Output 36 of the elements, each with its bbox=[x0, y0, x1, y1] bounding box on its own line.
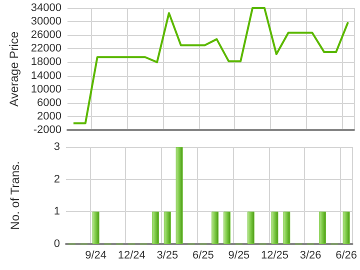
y-axis-title: Average Price bbox=[7, 31, 21, 107]
x-tick-label: 12/25 bbox=[260, 250, 289, 262]
bar bbox=[176, 147, 183, 244]
x-tick-label: 9/24 bbox=[85, 250, 107, 262]
x-tick-label: 6/25 bbox=[192, 250, 214, 262]
bar bbox=[283, 212, 290, 244]
bar bbox=[164, 212, 171, 244]
bar bbox=[152, 212, 159, 244]
x-tick-label: 3/26 bbox=[300, 250, 322, 262]
line-series bbox=[72, 7, 350, 124]
y-tick-label: 34000 bbox=[30, 2, 62, 14]
x-tick-label: 6/26 bbox=[336, 250, 358, 262]
x-tick-label: 9/25 bbox=[228, 250, 250, 262]
y-tick-label: 3 bbox=[54, 141, 60, 153]
bar bbox=[342, 212, 350, 244]
y-axis-title: No. of Trans. bbox=[8, 161, 22, 230]
y-tick-label: 10000 bbox=[30, 83, 62, 96]
y-tick-label: -2000 bbox=[33, 124, 62, 136]
y-tick-label: 6000 bbox=[37, 96, 62, 109]
y-tick-label: 22000 bbox=[30, 42, 62, 55]
x-tick-label: 12/24 bbox=[118, 250, 146, 262]
bar bbox=[318, 212, 326, 244]
y-tick-label: 18000 bbox=[30, 56, 62, 68]
y-tick-label: 14000 bbox=[30, 70, 62, 82]
x-tick-label: 3/25 bbox=[156, 250, 178, 262]
bar bbox=[247, 212, 254, 244]
y-tick-label: 1 bbox=[54, 206, 60, 218]
y-tick-label: 0 bbox=[54, 238, 60, 250]
y-tick-label: 26000 bbox=[30, 29, 62, 42]
bar bbox=[212, 212, 219, 244]
y-tick-label: 2 bbox=[54, 173, 60, 186]
bar bbox=[271, 212, 278, 244]
bar bbox=[224, 212, 231, 244]
bar bbox=[92, 212, 100, 244]
y-tick-label: 30000 bbox=[30, 16, 62, 28]
y-tick-label: 2000 bbox=[37, 110, 62, 122]
